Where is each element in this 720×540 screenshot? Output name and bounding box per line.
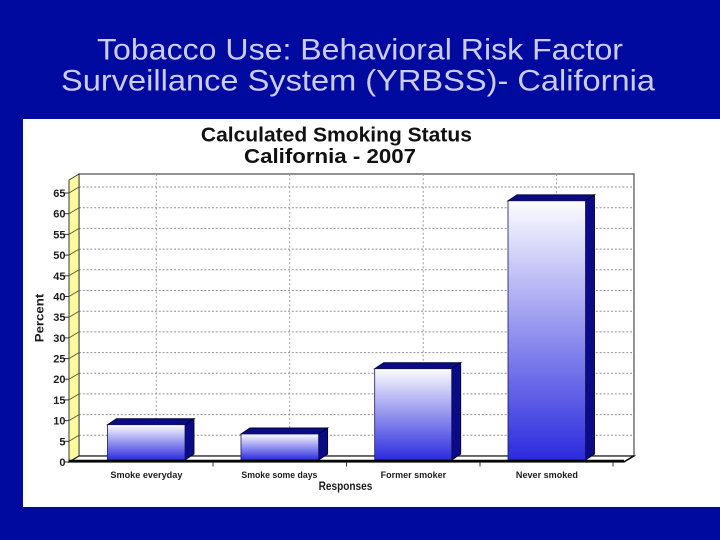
- svg-text:Tobacco Use: Behavioral Risk F: Tobacco Use: Behavioral Risk Factor: [97, 34, 623, 67]
- svg-text:Smoke everyday: Smoke everyday: [110, 470, 183, 481]
- svg-text:Surveillance System (YRBSS)- C: Surveillance System (YRBSS)- California: [61, 64, 655, 97]
- svg-text:40: 40: [53, 292, 65, 304]
- svg-text:20: 20: [53, 374, 65, 386]
- svg-text:25: 25: [53, 354, 65, 366]
- svg-text:55: 55: [53, 229, 65, 241]
- svg-text:15: 15: [53, 395, 65, 407]
- svg-text:Former smoker: Former smoker: [381, 470, 447, 481]
- svg-text:Never smoked: Never smoked: [516, 470, 578, 481]
- svg-text:Responses: Responses: [319, 479, 373, 493]
- svg-text:Smoke some days: Smoke some days: [241, 470, 317, 481]
- svg-text:10: 10: [53, 416, 65, 428]
- svg-text:60: 60: [53, 209, 65, 221]
- svg-text:35: 35: [53, 312, 65, 324]
- svg-text:Percent: Percent: [33, 294, 47, 343]
- svg-text:0: 0: [59, 457, 65, 469]
- svg-text:45: 45: [53, 271, 65, 283]
- svg-text:50: 50: [53, 250, 65, 262]
- svg-text:Calculated Smoking Status: Calculated Smoking Status: [201, 124, 472, 147]
- svg-text:30: 30: [53, 333, 65, 345]
- svg-text:5: 5: [59, 436, 65, 448]
- svg-text:California - 2007: California - 2007: [244, 145, 416, 168]
- svg-text:65: 65: [53, 188, 65, 200]
